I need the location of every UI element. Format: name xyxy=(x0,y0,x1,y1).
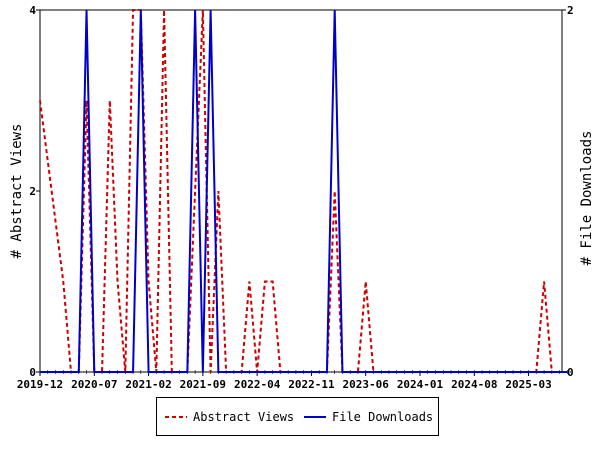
legend-swatch-abstract-views xyxy=(165,416,187,418)
y-axis-left-ticks: 0 2 4 xyxy=(29,4,40,379)
legend-item-abstract-views: Abstract Views xyxy=(165,410,294,424)
legend-item-file-downloads: File Downloads xyxy=(304,410,433,424)
x-tick-label: 2025-03 xyxy=(505,378,551,391)
y-axis-right-ticks: 02 xyxy=(562,4,574,379)
y-right-tick-label: 2 xyxy=(567,4,574,17)
x-axis-ticks: 2019-12 2020-07 2021-02 2021-09 2022-04 2022-… xyxy=(17,370,568,391)
x-tick-label: 2023-06 xyxy=(343,378,390,391)
y-left-tick-label: 2 xyxy=(29,185,36,198)
y-left-tick-label: 4 xyxy=(29,4,36,17)
plot-area xyxy=(39,9,563,373)
y-right-tick-label: 0 xyxy=(567,366,574,379)
legend: Abstract Views File Downloads xyxy=(156,397,439,436)
x-tick-label: 2021-02 xyxy=(125,378,171,391)
legend-label-file-downloads: File Downloads xyxy=(332,410,434,424)
y-axis-left-title: # Abstract Views xyxy=(9,124,25,259)
x-tick-label: 2019-12 xyxy=(17,378,63,391)
x-tick-label: 2021-09 xyxy=(180,378,226,391)
legend-label-abstract-views: Abstract Views xyxy=(193,410,295,424)
x-tick-label: 2020-07 xyxy=(71,378,117,391)
x-tick-label: 2024-08 xyxy=(451,378,497,391)
x-tick-label: 2022-11 xyxy=(288,378,335,391)
legend-swatch-file-downloads xyxy=(304,416,326,418)
y-axis-right-title: # File Downloads xyxy=(579,131,595,266)
series-line-file-downloads xyxy=(40,9,568,373)
x-tick-label: 2024-01 xyxy=(397,378,444,391)
x-tick-label: 2022-04 xyxy=(234,378,281,391)
y-left-tick-label: 0 xyxy=(29,366,36,379)
series-layer xyxy=(39,9,568,373)
